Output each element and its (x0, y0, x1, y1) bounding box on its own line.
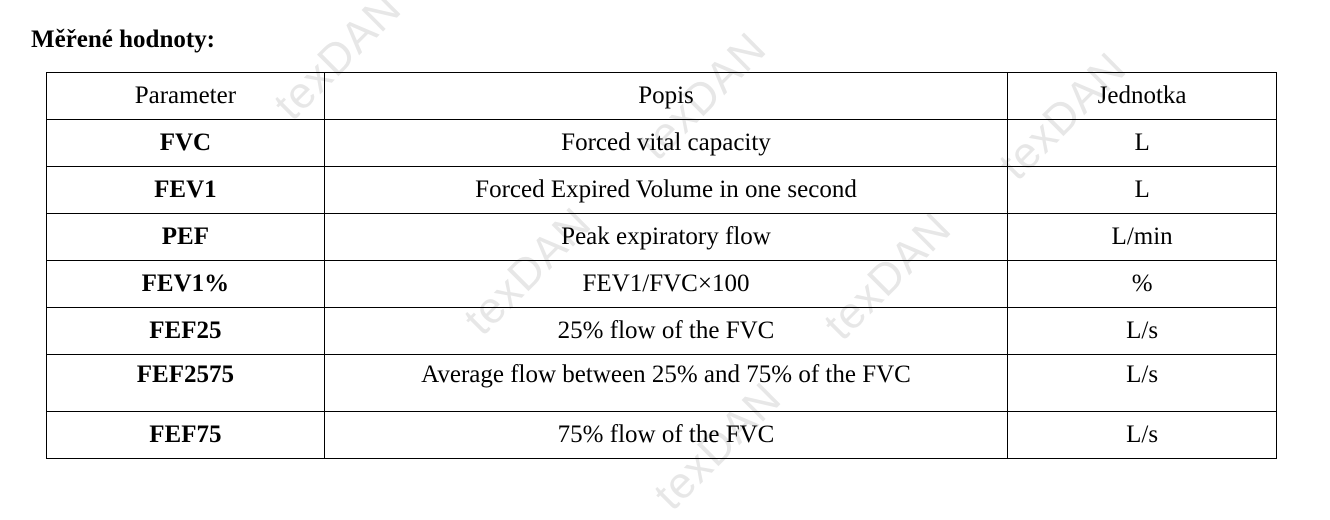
description-cell: Average flow between 25% and 75% of the … (323, 354, 1009, 412)
table-row: FEF25 25% flow of the FVC L/s (46, 307, 1277, 355)
table-row: FEF2575 Average flow between 25% and 75%… (46, 354, 1277, 412)
column-header-jednotka: Jednotka (1007, 72, 1277, 120)
table-row: FVC Forced vital capacity L (46, 119, 1277, 167)
table-header-row: Parameter Popis Jednotka (46, 72, 1277, 120)
description-cell: Peak expiratory flow (323, 213, 1009, 261)
column-header-popis: Popis (323, 72, 1009, 120)
description-cell: FEV1/FVC×100 (323, 260, 1009, 308)
unit-cell: L/s (1007, 354, 1277, 412)
parameter-cell: FEF75 (46, 411, 325, 459)
unit-cell: L (1007, 119, 1277, 167)
unit-cell: L (1007, 166, 1277, 214)
description-cell: Forced vital capacity (323, 119, 1009, 167)
table-row: FEF75 75% flow of the FVC L/s (46, 411, 1277, 459)
description-cell: Forced Expired Volume in one second (323, 166, 1009, 214)
table-row: PEF Peak expiratory flow L/min (46, 213, 1277, 261)
parameter-cell: FEF25 (46, 307, 325, 355)
table-row: FEV1 Forced Expired Volume in one second… (46, 166, 1277, 214)
unit-cell: L/s (1007, 307, 1277, 355)
parameter-cell: FEV1 (46, 166, 325, 214)
description-cell: 25% flow of the FVC (323, 307, 1009, 355)
column-header-parameter: Parameter (46, 72, 325, 120)
unit-cell: % (1007, 260, 1277, 308)
unit-cell: L/min (1007, 213, 1277, 261)
unit-cell: L/s (1007, 411, 1277, 459)
parameter-cell: FEV1% (46, 260, 325, 308)
description-cell: 75% flow of the FVC (323, 411, 1009, 459)
section-title: Měřené hodnoty: (31, 26, 215, 53)
parameter-cell: PEF (46, 213, 325, 261)
parameter-cell: FVC (46, 119, 325, 167)
parameters-table: Parameter Popis Jednotka FVC Forced vita… (46, 72, 1277, 459)
parameter-cell: FEF2575 (46, 354, 325, 412)
table-row: FEV1% FEV1/FVC×100 % (46, 260, 1277, 308)
